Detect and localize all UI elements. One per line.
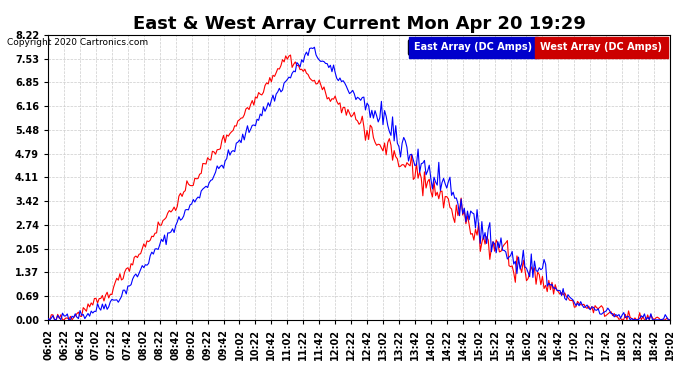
Legend: East Array (DC Amps), West Array (DC Amps): East Array (DC Amps), West Array (DC Amp… xyxy=(408,39,665,55)
Text: Copyright 2020 Cartronics.com: Copyright 2020 Cartronics.com xyxy=(7,38,148,47)
Title: East & West Array Current Mon Apr 20 19:29: East & West Array Current Mon Apr 20 19:… xyxy=(132,15,586,33)
